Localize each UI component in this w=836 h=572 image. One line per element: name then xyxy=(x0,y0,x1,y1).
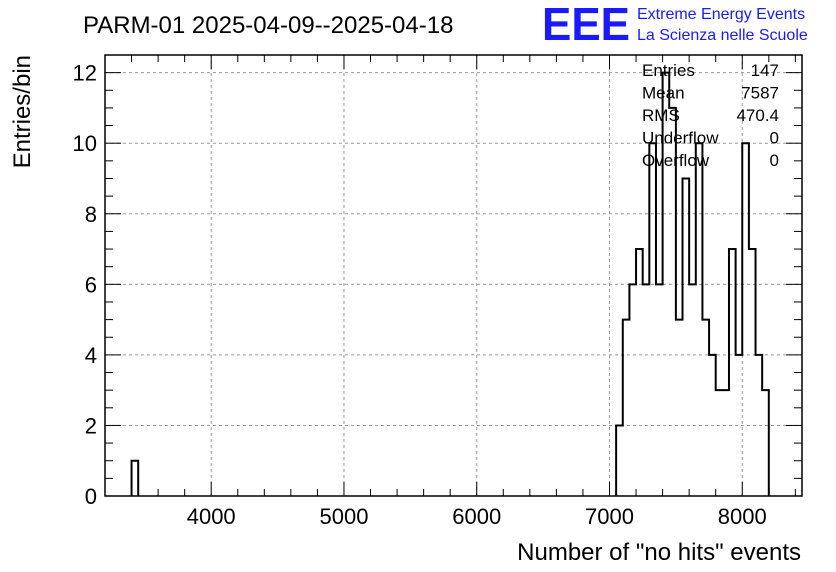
stat-label: Mean xyxy=(642,84,685,103)
eee-logo: EEE Extreme Energy Events La Scienza nel… xyxy=(542,0,808,50)
stat-label: Overflow xyxy=(642,151,710,170)
histogram-bin xyxy=(676,320,683,496)
stat-value: 0 xyxy=(770,129,779,148)
stat-value: 470.4 xyxy=(736,106,779,125)
histogram-bin xyxy=(689,284,696,496)
stat-label: Underflow xyxy=(642,129,719,148)
eee-logo-mark: EEE xyxy=(542,0,630,50)
histogram-bin xyxy=(736,355,743,496)
grid-lines xyxy=(105,55,802,496)
stat-label: Entries xyxy=(642,61,695,80)
y-tick-label: 0 xyxy=(85,484,97,509)
histogram-bin xyxy=(656,284,663,496)
histogram-bin xyxy=(716,390,723,496)
y-tick-label: 10 xyxy=(73,131,97,156)
x-tick-label: 4000 xyxy=(187,504,236,529)
logo-line-1: Extreme Energy Events xyxy=(637,6,805,23)
histogram-outline xyxy=(130,71,770,496)
x-tick-label: 7000 xyxy=(585,504,634,529)
logo-line-2: La Scienza nelle Scuole xyxy=(637,27,808,44)
stat-value: 0 xyxy=(770,151,779,170)
x-tick-label: 5000 xyxy=(319,504,368,529)
axis-ticks: 4000 5000 6000 7000 8000 0 2 4 6 8 10 12 xyxy=(73,55,802,529)
stats-box: Entries 147 Mean 7587 RMS 470.4 Underflow 0 Over… xyxy=(642,61,779,170)
y-tick-label: 2 xyxy=(85,413,97,438)
y-tick-label: 12 xyxy=(73,61,97,86)
chart-title: PARM-01 2025-04-09--2025-04-18 xyxy=(83,12,453,39)
histogram-bin xyxy=(636,249,643,496)
stat-label: RMS xyxy=(642,106,680,125)
x-axis-label: Number of "no hits" events xyxy=(517,539,801,566)
histogram-bin xyxy=(722,390,729,496)
y-tick-label: 8 xyxy=(85,202,97,227)
histogram-bin xyxy=(643,284,650,496)
stat-value: 7587 xyxy=(741,84,779,103)
stat-value: 147 xyxy=(751,61,779,80)
x-tick-label: 6000 xyxy=(452,504,501,529)
plot-frame xyxy=(104,54,803,497)
y-axis-label: Entries/bin xyxy=(9,55,36,168)
x-tick-label: 8000 xyxy=(718,504,767,529)
y-tick-label: 6 xyxy=(85,272,97,297)
y-tick-label: 4 xyxy=(85,343,97,368)
